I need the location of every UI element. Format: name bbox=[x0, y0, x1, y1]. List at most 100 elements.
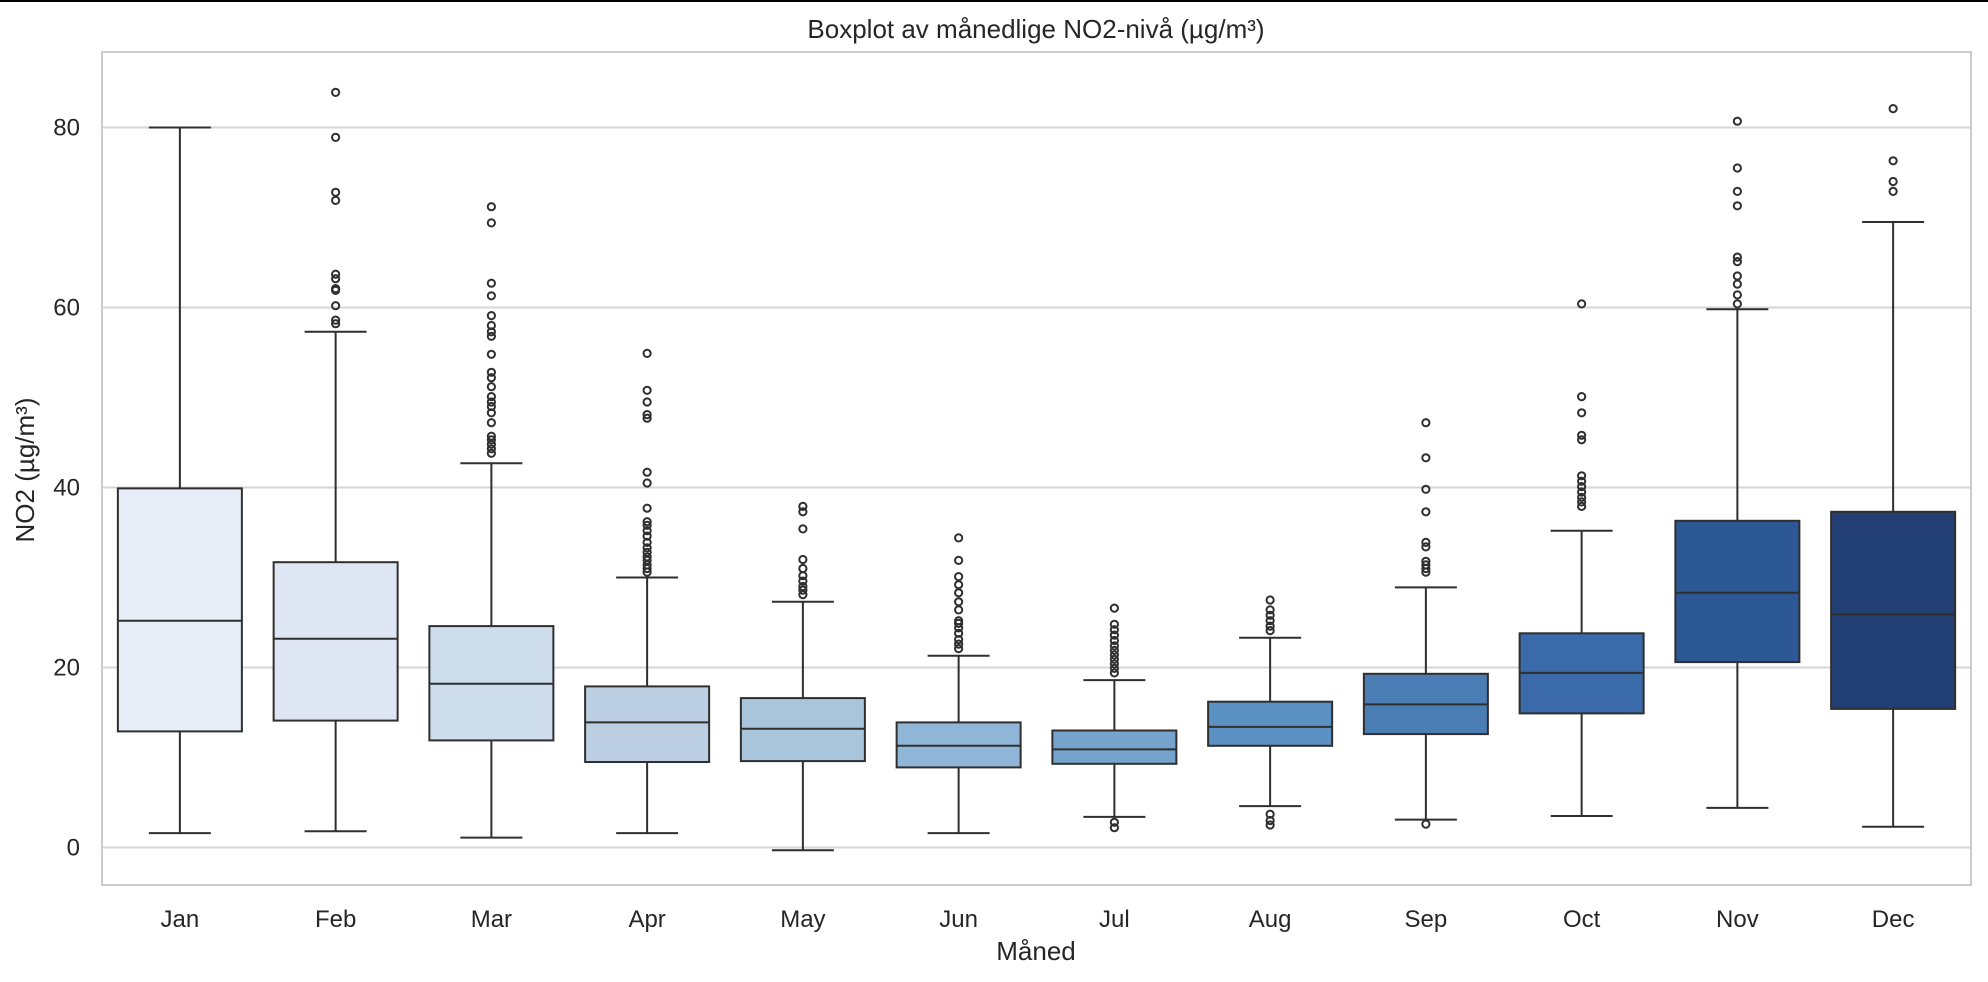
x-tick-label: Oct bbox=[1563, 906, 1601, 933]
outlier-point bbox=[1109, 635, 1119, 646]
outlier-point bbox=[642, 526, 652, 536]
outlier-point bbox=[798, 554, 808, 565]
outlier-point bbox=[1732, 271, 1742, 281]
iqr-box bbox=[116, 487, 243, 733]
outlier-point bbox=[798, 585, 808, 595]
x-tick-label: May bbox=[780, 906, 825, 933]
outlier-point bbox=[1421, 542, 1431, 552]
outlier-point bbox=[642, 503, 652, 513]
outlier-point bbox=[1732, 257, 1742, 267]
outlier-point bbox=[1109, 659, 1119, 669]
outlier-point bbox=[486, 373, 496, 383]
outlier-point bbox=[1732, 116, 1742, 126]
outlier-point bbox=[486, 311, 496, 321]
iqr-box bbox=[1674, 519, 1801, 664]
box-oct bbox=[1518, 299, 1645, 817]
outlier-point bbox=[1421, 556, 1431, 566]
outlier-point bbox=[798, 576, 808, 586]
outlier-point bbox=[486, 418, 496, 428]
iqr-box bbox=[1207, 700, 1334, 747]
x-tick-label: Mar bbox=[471, 906, 512, 933]
outlier-point bbox=[642, 410, 652, 420]
outlier-point bbox=[954, 588, 964, 598]
x-tick-label: Jan bbox=[161, 906, 200, 933]
outlier-point bbox=[1265, 621, 1275, 631]
outlier-point bbox=[954, 533, 964, 543]
boxes bbox=[116, 87, 1957, 852]
outlier-point bbox=[1577, 435, 1587, 445]
outlier-point bbox=[486, 435, 496, 445]
gridlines bbox=[102, 126, 1971, 849]
outlier-point bbox=[1577, 471, 1587, 481]
outlier-point bbox=[1109, 668, 1119, 678]
outlier-point bbox=[486, 382, 496, 392]
outlier-point bbox=[1732, 201, 1742, 211]
outlier-point bbox=[486, 367, 496, 377]
outlier-point bbox=[798, 524, 808, 534]
outlier-point bbox=[954, 555, 964, 566]
x-axis-title: Måned bbox=[996, 936, 1076, 966]
outlier-point bbox=[1888, 176, 1898, 187]
iqr-box bbox=[1830, 510, 1957, 710]
outlier-point bbox=[1577, 392, 1587, 402]
outlier-point bbox=[1888, 156, 1898, 166]
box-sep bbox=[1362, 418, 1489, 829]
outlier-point bbox=[486, 320, 496, 331]
outlier-point bbox=[1265, 605, 1275, 615]
x-tick-label: Nov bbox=[1716, 906, 1759, 933]
outlier-point bbox=[486, 218, 496, 228]
outlier-point bbox=[1732, 186, 1742, 196]
box-jul bbox=[1051, 603, 1178, 833]
outlier-point bbox=[954, 644, 964, 654]
box-apr bbox=[584, 348, 711, 835]
outlier-point bbox=[1109, 619, 1119, 629]
x-tick-label: Apr bbox=[628, 906, 665, 933]
box-jun bbox=[895, 533, 1022, 835]
outlier-point bbox=[642, 520, 652, 530]
outlier-point bbox=[1109, 650, 1119, 660]
outlier-point bbox=[954, 572, 964, 582]
iqr-box bbox=[272, 561, 399, 722]
outlier-point bbox=[1265, 595, 1275, 605]
outlier-point bbox=[1109, 603, 1119, 613]
outlier-point bbox=[642, 552, 652, 562]
y-tick-labels: 0 20 40 60 80 bbox=[53, 115, 80, 862]
outlier-point bbox=[1109, 823, 1119, 833]
iqr-box bbox=[1051, 729, 1178, 765]
outlier-point bbox=[798, 581, 808, 592]
outlier-point bbox=[486, 392, 496, 402]
outlier-point bbox=[642, 547, 652, 557]
outlier-point bbox=[1732, 163, 1742, 173]
outlier-point bbox=[642, 348, 652, 358]
outlier-point bbox=[1109, 625, 1119, 635]
outlier-point bbox=[1577, 482, 1587, 492]
outlier-point bbox=[486, 278, 496, 288]
box-may bbox=[739, 501, 866, 852]
outlier-point bbox=[1265, 626, 1275, 636]
outlier-point bbox=[486, 444, 496, 454]
outlier-point bbox=[1888, 104, 1898, 114]
outlier-point bbox=[1421, 560, 1431, 570]
top-border-line bbox=[0, 0, 1988, 2]
box-feb bbox=[272, 87, 399, 833]
outlier-point bbox=[1577, 476, 1587, 486]
outlier-point bbox=[331, 301, 341, 311]
outlier-point bbox=[1109, 645, 1119, 656]
outlier-point bbox=[331, 269, 341, 279]
outlier-point bbox=[1732, 299, 1742, 309]
outlier-point bbox=[331, 187, 341, 197]
x-tick-label: Feb bbox=[315, 906, 356, 933]
box-aug bbox=[1207, 595, 1334, 830]
outlier-point bbox=[1577, 430, 1587, 440]
outlier-point bbox=[1732, 290, 1742, 300]
outlier-point bbox=[1577, 492, 1587, 502]
outlier-point bbox=[1577, 487, 1587, 497]
outlier-point bbox=[642, 543, 652, 553]
outlier-point bbox=[642, 385, 652, 395]
outlier-point bbox=[1109, 630, 1119, 640]
outlier-point bbox=[331, 284, 341, 294]
x-tick-label: Sep bbox=[1405, 906, 1448, 933]
outlier-point bbox=[642, 531, 652, 541]
x-tick-label: Jul bbox=[1099, 906, 1130, 933]
outlier-point bbox=[1421, 537, 1431, 548]
